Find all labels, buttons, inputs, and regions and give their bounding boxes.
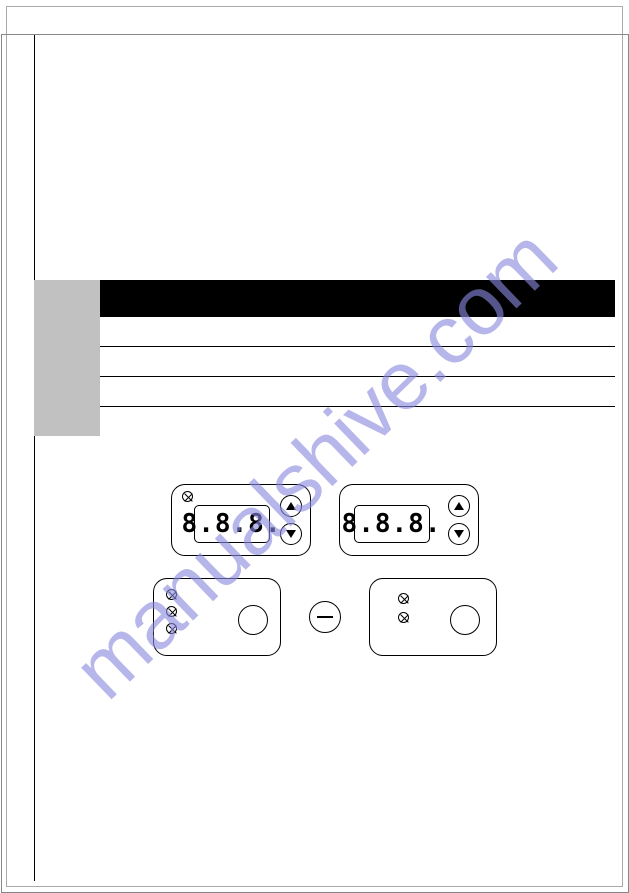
triangle-up-icon: [286, 502, 296, 510]
lamp-column: [398, 593, 409, 623]
up-button[interactable]: [448, 495, 470, 517]
indicator-lamp-icon: [182, 491, 193, 502]
up-button[interactable]: [280, 495, 302, 517]
indicator-panel-left: [153, 578, 281, 656]
page-content: 8.8.8. 8.8.8.: [34, 34, 615, 881]
seven-segment-display: 8.8.8.: [194, 505, 270, 543]
table-rows: [100, 316, 615, 407]
table-row: [100, 316, 615, 346]
indicator-lamp-icon: [398, 593, 409, 604]
indicator-lamp-icon: [398, 612, 409, 623]
table-sidebar: [34, 280, 100, 436]
triangle-down-icon: [286, 530, 296, 538]
down-button[interactable]: [448, 523, 470, 545]
triangle-down-icon: [454, 530, 464, 538]
round-button[interactable]: [238, 605, 268, 635]
segment-panel-left: 8.8.8.: [171, 484, 311, 556]
segment-digits: 8.8.8.: [182, 509, 282, 539]
seven-segment-display: 8.8.8.: [354, 505, 430, 543]
round-button[interactable]: [450, 605, 480, 635]
table-row: [100, 406, 615, 407]
table-header-bar: [100, 280, 615, 316]
table-row: [100, 376, 615, 406]
diagram-row-top: 8.8.8. 8.8.8.: [171, 484, 479, 556]
segment-digits: 8.8.8.: [342, 509, 442, 539]
diagram-row-bottom: [153, 578, 497, 656]
indicator-lamp-icon: [166, 589, 177, 600]
minus-button[interactable]: [309, 601, 341, 633]
down-button[interactable]: [280, 523, 302, 545]
table-row: [100, 346, 615, 376]
lamp-column: [166, 589, 177, 634]
indicator-lamp-icon: [166, 606, 177, 617]
segment-panel-right: 8.8.8.: [339, 484, 479, 556]
indicator-lamp-icon: [166, 623, 177, 634]
diagram-area: 8.8.8. 8.8.8.: [34, 484, 615, 656]
arrow-buttons: [448, 495, 470, 545]
arrow-buttons: [280, 495, 302, 545]
triangle-up-icon: [454, 502, 464, 510]
indicator-panel-right: [369, 578, 497, 656]
